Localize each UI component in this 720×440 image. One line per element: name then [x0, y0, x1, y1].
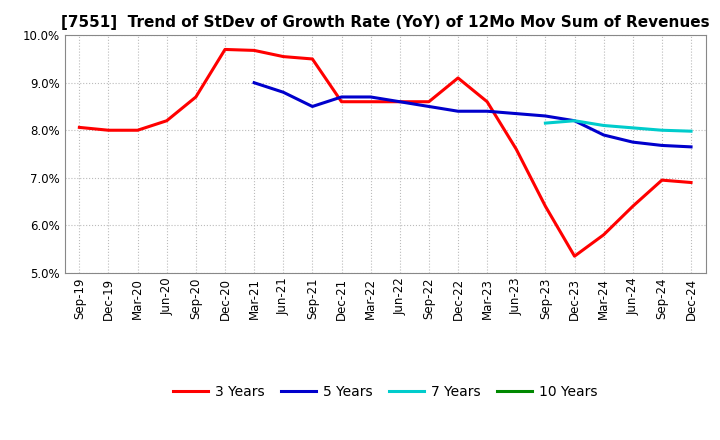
Line: 3 Years: 3 Years [79, 49, 691, 256]
5 Years [250, 80, 258, 85]
5 Years [657, 143, 666, 148]
3 Years [395, 99, 404, 104]
3 Years [629, 204, 637, 209]
3 Years [250, 48, 258, 53]
7 Years [541, 121, 550, 126]
3 Years [541, 204, 550, 209]
3 Years [279, 54, 287, 59]
3 Years [570, 253, 579, 259]
3 Years [512, 147, 521, 152]
3 Years [220, 47, 229, 52]
7 Years [657, 128, 666, 133]
5 Years [687, 144, 696, 150]
5 Years [279, 90, 287, 95]
5 Years [599, 132, 608, 138]
3 Years [163, 118, 171, 123]
Line: 7 Years: 7 Years [546, 121, 691, 131]
3 Years [657, 177, 666, 183]
3 Years [308, 56, 317, 62]
5 Years [395, 99, 404, 104]
5 Years [629, 139, 637, 145]
7 Years [599, 123, 608, 128]
3 Years [425, 99, 433, 104]
3 Years [133, 128, 142, 133]
5 Years [308, 104, 317, 109]
7 Years [570, 118, 579, 123]
5 Years [337, 94, 346, 99]
5 Years [570, 118, 579, 123]
5 Years [541, 114, 550, 119]
3 Years [483, 99, 492, 104]
5 Years [425, 104, 433, 109]
3 Years [337, 99, 346, 104]
5 Years [454, 109, 462, 114]
Legend: 3 Years, 5 Years, 7 Years, 10 Years: 3 Years, 5 Years, 7 Years, 10 Years [168, 380, 603, 405]
7 Years [629, 125, 637, 131]
3 Years [454, 75, 462, 81]
5 Years [366, 94, 375, 99]
3 Years [599, 232, 608, 238]
Title: [7551]  Trend of StDev of Growth Rate (YoY) of 12Mo Mov Sum of Revenues: [7551] Trend of StDev of Growth Rate (Yo… [61, 15, 709, 30]
Line: 5 Years: 5 Years [254, 83, 691, 147]
3 Years [192, 94, 200, 99]
3 Years [687, 180, 696, 185]
3 Years [104, 128, 113, 133]
5 Years [483, 109, 492, 114]
5 Years [512, 111, 521, 116]
3 Years [366, 99, 375, 104]
3 Years [75, 125, 84, 130]
7 Years [687, 128, 696, 134]
